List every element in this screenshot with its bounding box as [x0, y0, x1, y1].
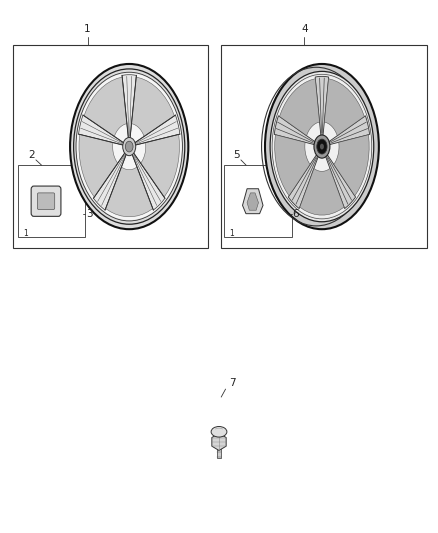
- Text: 2: 2: [28, 150, 35, 159]
- Polygon shape: [274, 116, 315, 144]
- Bar: [18, 165, 85, 237]
- FancyBboxPatch shape: [31, 186, 61, 216]
- Ellipse shape: [317, 139, 327, 154]
- Ellipse shape: [70, 64, 188, 229]
- Bar: [217, 441, 221, 458]
- Polygon shape: [141, 134, 180, 197]
- Ellipse shape: [77, 73, 182, 220]
- Polygon shape: [324, 79, 364, 136]
- Bar: [224, 165, 292, 237]
- Polygon shape: [247, 193, 258, 210]
- Polygon shape: [243, 189, 263, 214]
- Polygon shape: [84, 77, 127, 136]
- Text: 4: 4: [301, 25, 308, 34]
- Polygon shape: [78, 115, 124, 145]
- Polygon shape: [135, 115, 180, 145]
- FancyBboxPatch shape: [37, 193, 55, 209]
- Text: 1: 1: [23, 229, 28, 238]
- Ellipse shape: [125, 141, 133, 152]
- Polygon shape: [288, 155, 318, 208]
- Polygon shape: [93, 153, 126, 210]
- Text: 5: 5: [233, 150, 240, 159]
- Ellipse shape: [211, 426, 227, 437]
- Ellipse shape: [314, 135, 330, 158]
- Polygon shape: [212, 433, 226, 450]
- Bar: [221, 45, 427, 248]
- Ellipse shape: [265, 64, 379, 229]
- Polygon shape: [300, 168, 344, 215]
- Polygon shape: [279, 79, 320, 136]
- Ellipse shape: [270, 71, 374, 222]
- Text: 3: 3: [86, 209, 93, 219]
- Text: 1: 1: [229, 229, 233, 238]
- Polygon shape: [131, 77, 174, 136]
- Polygon shape: [79, 134, 118, 197]
- Polygon shape: [122, 75, 136, 138]
- Polygon shape: [334, 135, 369, 196]
- Polygon shape: [132, 153, 165, 210]
- Bar: [13, 45, 208, 248]
- Ellipse shape: [320, 144, 324, 149]
- Polygon shape: [106, 167, 153, 217]
- Text: 7: 7: [229, 378, 236, 387]
- Text: 1: 1: [84, 25, 91, 34]
- Polygon shape: [275, 135, 310, 196]
- Polygon shape: [329, 116, 370, 144]
- Ellipse shape: [273, 76, 371, 217]
- Ellipse shape: [123, 138, 136, 156]
- Polygon shape: [326, 155, 356, 208]
- Text: 6: 6: [292, 209, 299, 219]
- Polygon shape: [315, 76, 328, 135]
